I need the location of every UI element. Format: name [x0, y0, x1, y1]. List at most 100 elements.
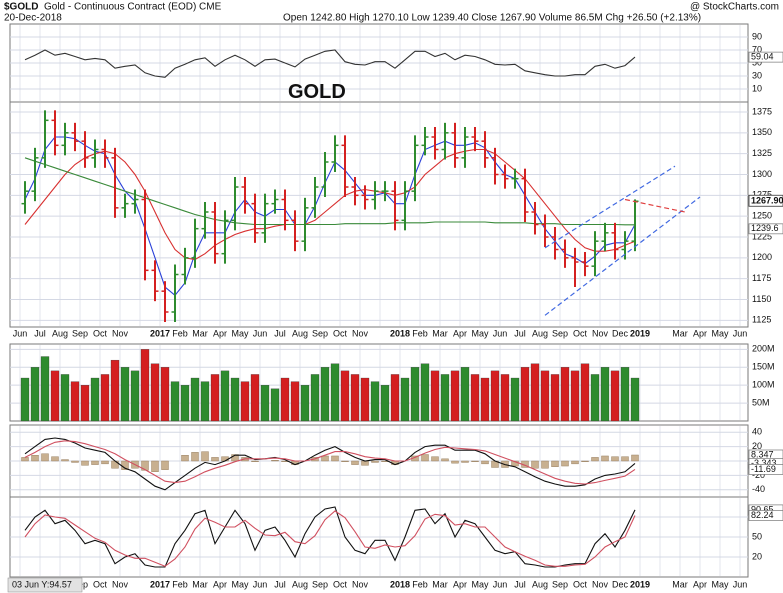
- y-tick-label: 1175: [752, 273, 771, 283]
- histogram-bar: [431, 456, 439, 462]
- volume-bar: [340, 370, 350, 422]
- price-bar: [311, 177, 319, 218]
- volume-bar: [480, 377, 490, 422]
- volume-bar: [250, 374, 260, 422]
- histogram-bar: [151, 460, 159, 473]
- x-tick-label: May: [231, 579, 249, 589]
- histogram-bar: [91, 460, 99, 465]
- price-bar: [461, 127, 469, 168]
- x-tick-label: Feb: [172, 328, 188, 338]
- volume-bar: [520, 367, 530, 422]
- price-bar: [71, 122, 79, 152]
- histogram-bar: [101, 460, 109, 465]
- price-bar: [551, 227, 559, 260]
- x-tick-label: May: [231, 328, 249, 338]
- y-tick-label: 100M: [752, 380, 775, 390]
- histogram-bar: [571, 460, 579, 465]
- x-tick-label: May: [471, 579, 489, 589]
- panel: [9, 101, 749, 328]
- volume-bar: [460, 367, 470, 422]
- volume-bar: [30, 367, 40, 422]
- price-bar: [481, 131, 489, 168]
- price-bar: [201, 202, 209, 239]
- trendline: [544, 196, 701, 316]
- price-bar: [111, 147, 119, 218]
- histogram-bar: [71, 460, 79, 463]
- x-tick-label: 2018: [390, 579, 410, 589]
- x-tick-label: Jun: [253, 328, 268, 338]
- histogram-bar: [251, 460, 259, 462]
- volume-bar: [550, 374, 560, 422]
- price-bar: [491, 147, 499, 185]
- x-tick-label: Jul: [274, 579, 286, 589]
- histogram-bar: [111, 460, 119, 469]
- price-bar: [441, 122, 449, 160]
- volume-bar: [300, 385, 310, 422]
- y-tick-label: -20: [752, 470, 765, 480]
- volume-bar: [630, 377, 640, 422]
- volume-bar: [510, 377, 520, 422]
- histogram-bar: [441, 458, 449, 462]
- volume-bar: [370, 381, 380, 422]
- x-tick-label: Apr: [213, 579, 227, 589]
- price-bar: [251, 193, 259, 243]
- volume-bar: [590, 374, 600, 422]
- price-bar: [131, 189, 139, 214]
- volume-bar: [270, 388, 280, 422]
- histogram-bar: [371, 460, 379, 463]
- indicator-line: [24, 437, 636, 491]
- price-bar: [451, 122, 459, 168]
- histogram-bar: [211, 457, 219, 462]
- histogram-bar: [471, 460, 479, 462]
- histogram-bar: [41, 453, 49, 462]
- x-tick-label: Aug: [292, 328, 308, 338]
- price-bar: [231, 177, 239, 231]
- y-tick-label: -40: [752, 484, 765, 494]
- price-bar: [591, 231, 599, 277]
- end-label-text: -11.69: [751, 464, 776, 474]
- histogram-bar: [191, 452, 199, 462]
- x-tick-label: 2019: [630, 328, 650, 338]
- last-price-text: 1267.90: [751, 196, 783, 206]
- histogram-bar: [591, 457, 599, 462]
- price-bar: [21, 181, 29, 214]
- y-tick-label: 20: [752, 441, 762, 451]
- volume-bar: [130, 370, 140, 422]
- end-label-text: 90.65: [751, 504, 774, 514]
- x-tick-label: Mar: [192, 328, 208, 338]
- x-tick-label: Jul: [34, 328, 46, 338]
- price-bar: [341, 135, 349, 197]
- volume-bar: [450, 370, 460, 422]
- volume-bar: [160, 367, 170, 422]
- x-tick-label: Oct: [333, 579, 348, 589]
- price-bar: [191, 218, 199, 268]
- price-bar: [301, 197, 309, 252]
- histogram-bar: [331, 455, 339, 462]
- volume-bar: [420, 363, 430, 422]
- x-tick-label: Oct: [573, 579, 588, 589]
- price-bar: [101, 139, 109, 168]
- x-tick-label: May: [711, 328, 729, 338]
- indicator-line: [24, 506, 636, 568]
- volume-bar: [200, 381, 210, 422]
- x-tick-label: 2017: [150, 579, 170, 589]
- price-bar: [321, 152, 329, 197]
- end-label-text: 1239.6: [751, 223, 779, 233]
- histogram-bar: [161, 460, 169, 470]
- volume-bar: [190, 377, 200, 422]
- x-tick-label: Dec: [612, 579, 629, 589]
- y-tick-label: 50M: [752, 397, 770, 407]
- volume-bar: [440, 374, 450, 422]
- y-tick-label: 1225: [752, 231, 772, 241]
- instrument-name: Gold - Continuous Contract (EOD) CME: [44, 2, 222, 13]
- price-bar: [41, 110, 49, 168]
- indicator-line: [24, 49, 636, 78]
- volume-bar: [140, 349, 150, 422]
- y-tick-label: 1200: [752, 252, 772, 262]
- histogram-bar: [51, 456, 59, 462]
- volume-bar: [610, 370, 620, 422]
- volume-bar: [530, 363, 540, 422]
- histogram-bar: [201, 451, 209, 462]
- y-tick-label: 30: [752, 70, 762, 80]
- volume-bar: [380, 385, 390, 422]
